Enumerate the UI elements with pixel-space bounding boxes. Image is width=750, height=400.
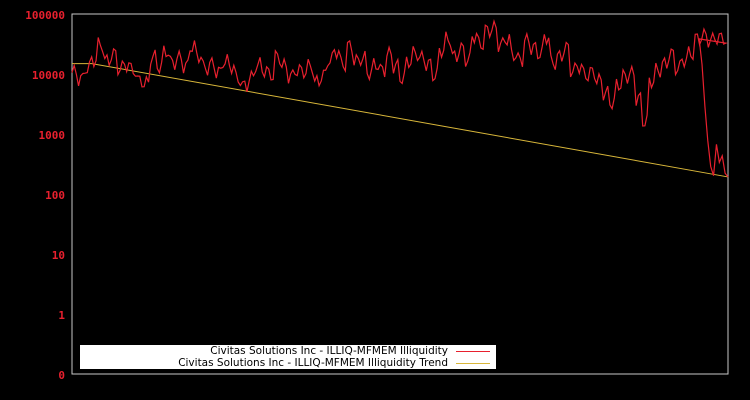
y-tick-label: 10 (52, 249, 65, 262)
chart-legend: Civitas Solutions Inc - ILLIQ-MFMEM Illi… (80, 345, 496, 369)
legend-item-trend: Civitas Solutions Inc - ILLIQ-MFMEM Illi… (178, 357, 490, 369)
trend-series-line (72, 63, 729, 178)
legend-label: Civitas Solutions Inc - ILLIQ-MFMEM Illi… (178, 357, 448, 369)
y-tick-label: 1000 (39, 129, 66, 142)
legend-swatch-gold (456, 362, 490, 364)
y-tick-label: 10000 (32, 69, 65, 82)
y-axis-ticks: 100000 10000 1000 100 10 1 0 (25, 9, 65, 382)
plot-area (71, 13, 729, 375)
y-tick-label: 100000 (25, 9, 65, 22)
y-tick-label: 100 (45, 189, 65, 202)
y-tick-label: 1 (58, 309, 65, 322)
illiquidity-series-line (71, 19, 729, 178)
y-tick-label: 0 (58, 369, 65, 382)
legend-swatch-red (456, 350, 490, 352)
legend-item-illiquidity: Civitas Solutions Inc - ILLIQ-MFMEM Illi… (210, 345, 490, 357)
legend-label: Civitas Solutions Inc - ILLIQ-MFMEM Illi… (210, 345, 448, 357)
